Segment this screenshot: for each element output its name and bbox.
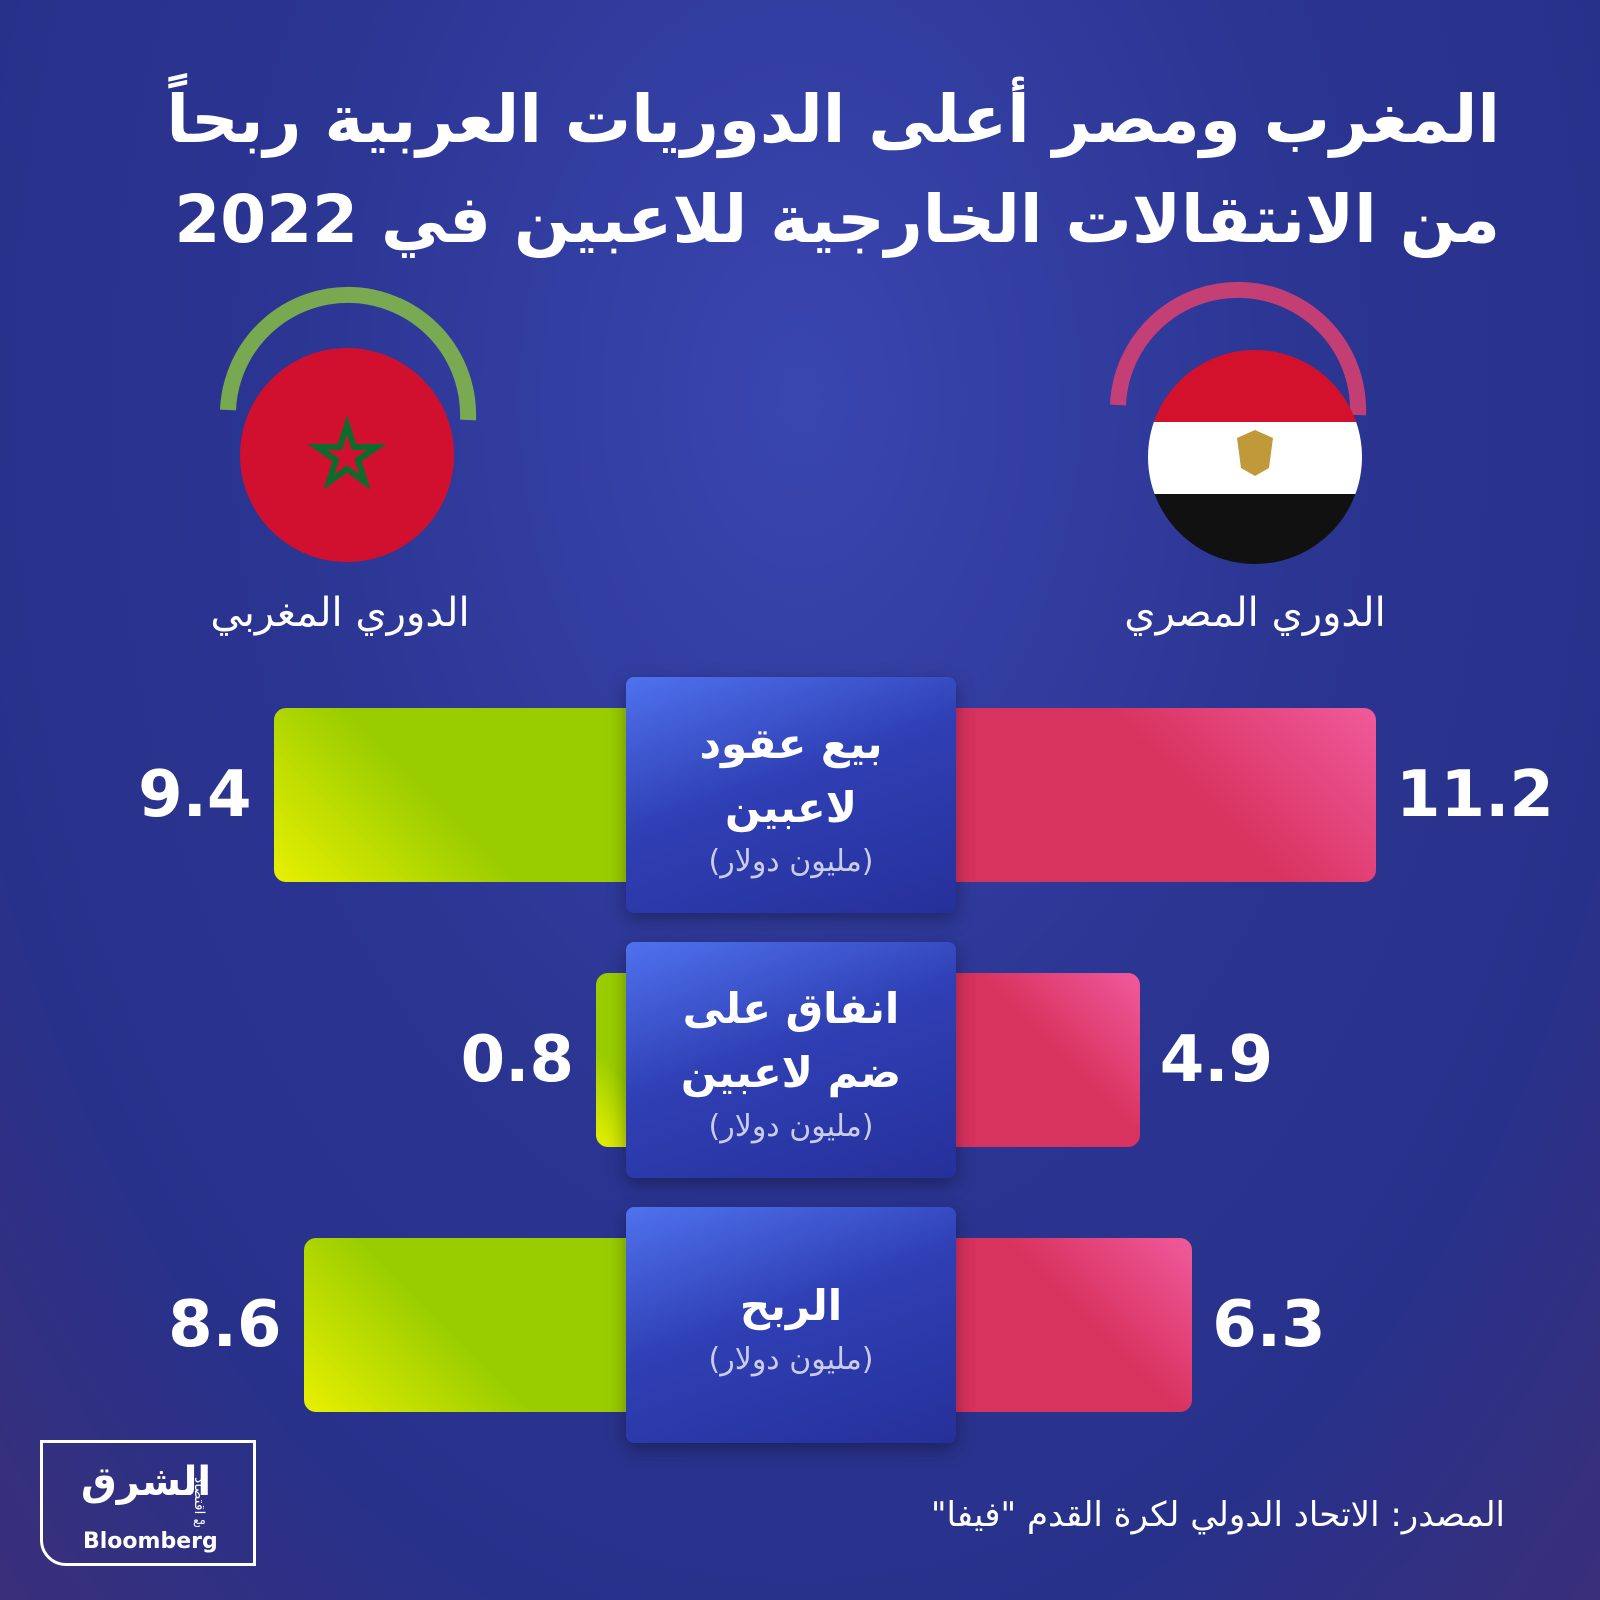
brand-sub: اقتصاد — [191, 1477, 207, 1515]
bar — [944, 973, 1140, 1147]
brand-with: مع — [193, 1513, 206, 1527]
egypt-flag — [1110, 281, 1367, 564]
unit-label: (مليون دولار) — [708, 843, 874, 879]
bar — [944, 1238, 1193, 1412]
value-label: 0.8 — [460, 1023, 574, 1097]
category-label: بيع عقود لاعبين — [699, 718, 883, 832]
bar — [273, 708, 638, 882]
category-box: انفاق على ضم لاعبين (مليون دولار) — [626, 942, 956, 1178]
source: المصدر: الاتحاد الدولي لكرة القدم "فيفا" — [930, 1495, 1505, 1535]
value-label: 9.4 — [138, 758, 252, 832]
category-box: الربح (مليون دولار) — [626, 1207, 956, 1443]
bar — [944, 708, 1376, 882]
value-label: 11.2 — [1396, 758, 1554, 832]
brand-name: الشرق — [81, 1459, 212, 1505]
unit-label: (مليون دولار) — [708, 1108, 874, 1144]
category-label: الربح — [739, 1280, 843, 1330]
series-name: الدوري المغربي — [210, 590, 470, 636]
bar — [303, 1238, 638, 1412]
series-name: الدوري المصري — [1124, 590, 1386, 636]
logo: الشرق اقتصاد مع Bloomberg — [40, 1440, 256, 1566]
value-label: 6.3 — [1212, 1288, 1326, 1362]
morocco-flag — [220, 286, 477, 562]
value-label: 8.6 — [168, 1288, 282, 1362]
value-label: 4.9 — [1159, 1023, 1274, 1097]
title: المغرب ومصر أعلى الدوريات العربية ربحاً … — [166, 81, 1500, 258]
category-box: بيع عقود لاعبين (مليون دولار) — [626, 677, 956, 913]
unit-label: (مليون دولار) — [708, 1341, 874, 1377]
brand-partner: Bloomberg — [83, 1529, 218, 1554]
category-label: انفاق على ضم لاعبين — [680, 983, 902, 1097]
